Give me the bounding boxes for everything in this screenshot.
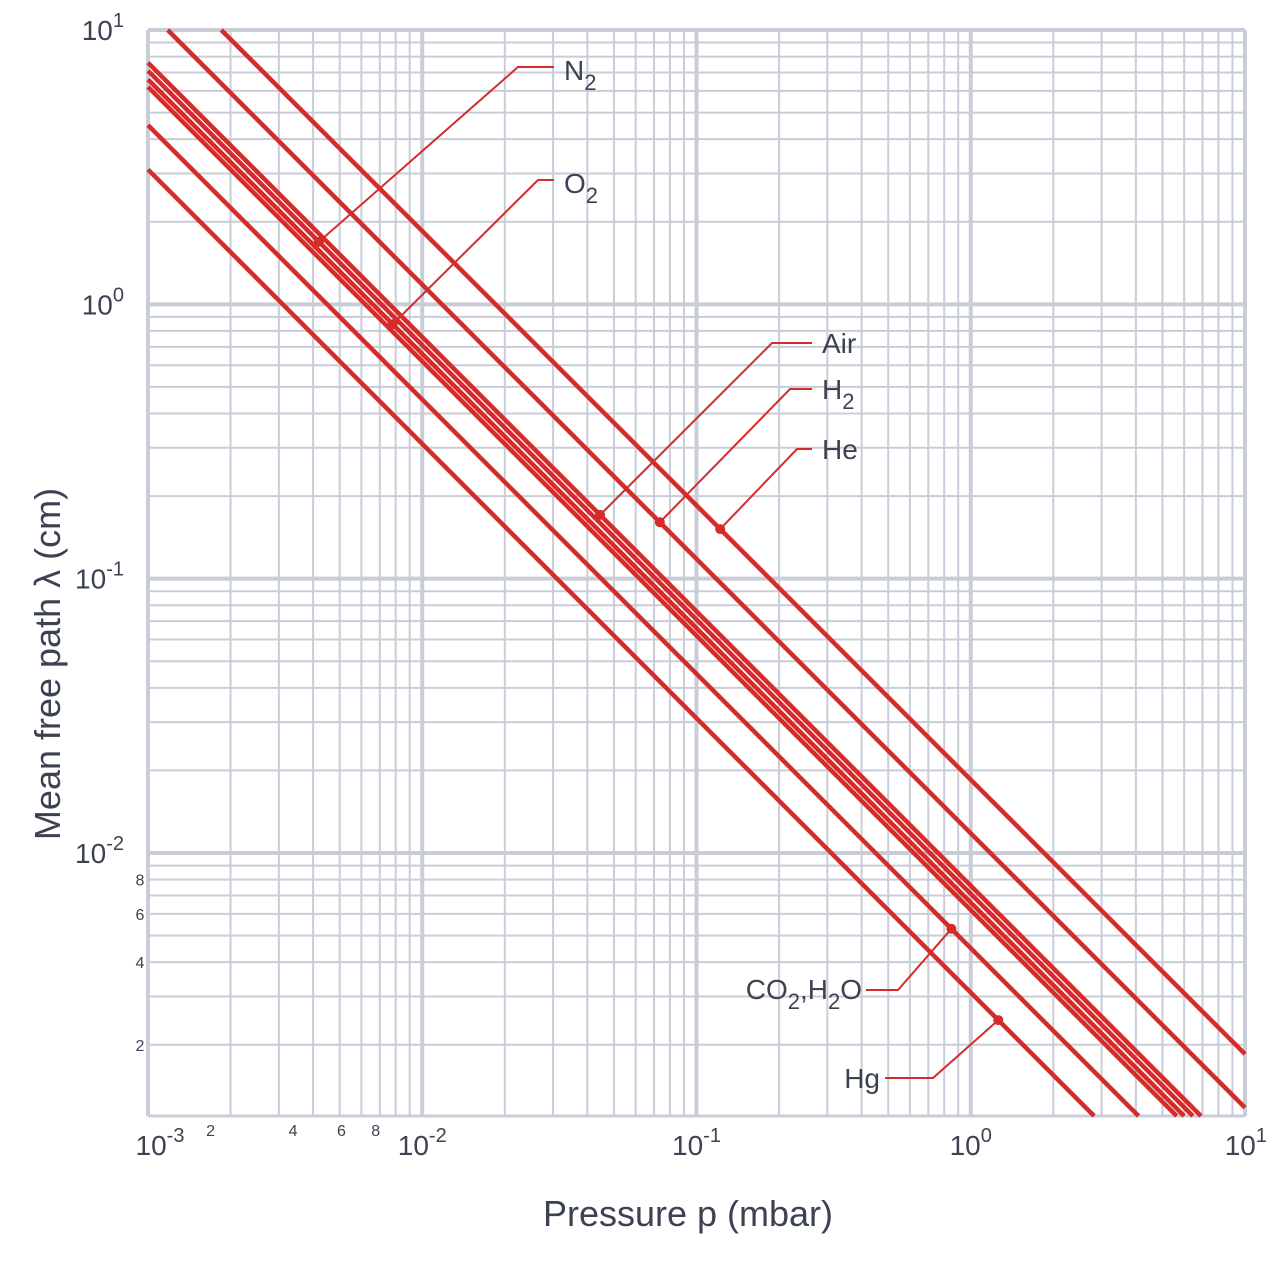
x-major-tick-label: 10-2 xyxy=(398,1125,447,1161)
tick-labels: 10-3 10-2 10-1 100 101 2 4 6 8 101 100 10-1 10-2 8 6 4 2 xyxy=(75,10,1267,1161)
annotation-point-co2 xyxy=(946,923,957,934)
x-minor-tick-label: 6 xyxy=(337,1123,346,1140)
series-line xyxy=(146,77,1186,1118)
annotation-point-he xyxy=(715,524,726,535)
y-minor-tick-label: 2 xyxy=(136,1038,145,1055)
annotation-leader-he xyxy=(719,448,812,530)
y-minor-tick-label: 6 xyxy=(136,907,145,924)
series-line xyxy=(146,123,1141,1118)
y-major-tick-label: 101 xyxy=(82,10,124,46)
x-major-tick-label: 10-3 xyxy=(136,1125,185,1161)
series-line xyxy=(146,167,1096,1118)
series-line xyxy=(166,28,1247,1110)
annotation-leader-hg xyxy=(885,1019,999,1079)
x-minor-tick-label: 8 xyxy=(371,1123,380,1140)
annotation-point-hg xyxy=(993,1015,1004,1026)
annotation-leader-air xyxy=(599,342,812,516)
annotation-leader-co2 xyxy=(866,928,953,991)
annotation-label-hg: Hg xyxy=(844,1063,880,1094)
annotation-leader-h2 xyxy=(659,388,812,523)
annotations: N2 O2 Air H2 He CO2,H2O Hg xyxy=(313,55,1004,1094)
y-minor-tick-label: 4 xyxy=(136,955,145,972)
y-major-tick-label: 10-1 xyxy=(75,559,124,595)
annotation-point-o2 xyxy=(387,319,398,330)
y-major-tick-label: 100 xyxy=(82,284,124,320)
annotation-point-n2 xyxy=(313,236,324,247)
y-minor-tick-label: 8 xyxy=(136,873,145,890)
annotation-label-air: Air xyxy=(822,328,856,359)
annotation-label-h2: H2 xyxy=(822,374,854,414)
x-major-tick-label: 101 xyxy=(1225,1125,1267,1161)
y-axis-label: Mean free path λ (cm) xyxy=(27,488,68,840)
x-major-tick-label: 10-1 xyxy=(672,1125,721,1161)
annotation-leader-o2 xyxy=(391,179,554,325)
x-minor-tick-label: 2 xyxy=(206,1123,215,1140)
annotation-label-o2: O2 xyxy=(564,168,598,208)
y-major-tick-label: 10-2 xyxy=(75,833,124,869)
annotation-label-co2: CO2,H2O xyxy=(746,974,862,1014)
annotation-leader-n2 xyxy=(318,66,554,243)
series-line xyxy=(219,28,1247,1056)
series-line xyxy=(146,85,1179,1118)
annotation-label-n2: N2 xyxy=(564,55,596,95)
x-axis-label: Pressure p (mbar) xyxy=(543,1193,833,1234)
annotation-point-h2 xyxy=(654,517,665,528)
x-minor-tick-label: 4 xyxy=(289,1123,298,1140)
annotation-point-air xyxy=(595,509,606,520)
annotation-label-he: He xyxy=(822,434,858,465)
x-major-tick-label: 100 xyxy=(950,1125,992,1161)
